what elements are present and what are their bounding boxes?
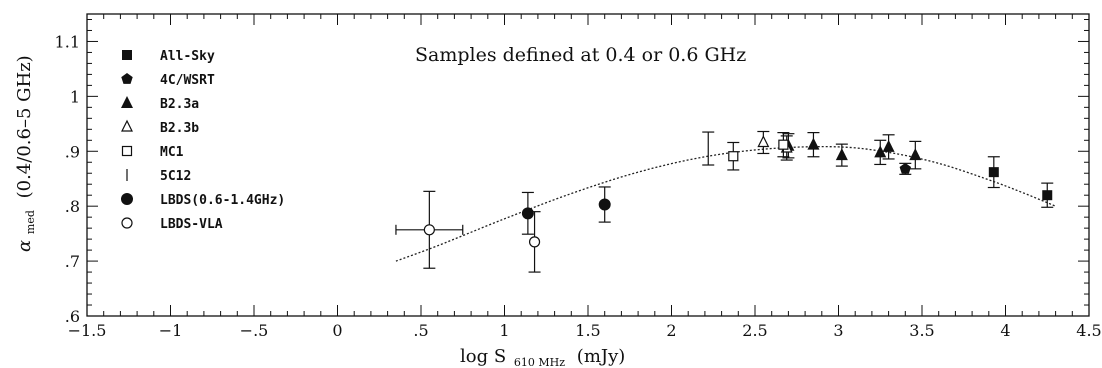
- x-axis-label-main: log S: [460, 346, 506, 367]
- x-tick-label: 3.5: [909, 321, 934, 340]
- legend-marker: [121, 73, 133, 84]
- axis-ticks: −1.5 −1 −.5 0 .5 1 1.5 2 2.5 3 3.5 4 4.5 .6 .7 .8 .9 1 1.1: [55, 14, 1102, 340]
- legend-label: B2.3a: [160, 97, 199, 112]
- data-point: [835, 148, 848, 161]
- legend-marker: [121, 193, 133, 205]
- data-point: [909, 148, 922, 161]
- y-tick-label: .7: [65, 252, 80, 271]
- legend-label: LBDS(0.6-1.4GHz): [160, 193, 285, 208]
- x-tick-label: 1: [499, 321, 509, 340]
- legend-marker: [121, 145, 133, 157]
- legend-marker: [121, 119, 133, 132]
- legend-marker: [121, 96, 133, 108]
- y-tick-label: .9: [65, 142, 80, 161]
- y-axis-label-sub: med: [24, 210, 37, 234]
- x-axis-label-unit: (mJy): [577, 346, 626, 367]
- data-point: [528, 236, 541, 248]
- x-tick-label: −1.5: [68, 321, 107, 340]
- y-axis-label-rest: (0.4/0.6–5 GHz): [14, 55, 35, 198]
- x-tick-label: −.5: [240, 321, 269, 340]
- fit-curve-group: [395, 145, 1056, 262]
- x-tick-label: 2.5: [742, 321, 767, 340]
- legend-label: LBDS-VLA: [160, 217, 223, 232]
- x-axis-label-sub: 610 MHz: [514, 356, 565, 368]
- data-points: [395, 130, 1054, 273]
- x-tick-label: 0: [332, 321, 342, 340]
- legend-marker: [122, 50, 132, 60]
- data-point: [899, 162, 912, 174]
- x-axis-label: log S 610 MHz (mJy): [460, 346, 625, 368]
- y-tick-label: 1.1: [55, 32, 80, 51]
- y-tick-label: .6: [65, 307, 80, 326]
- x-tick-label: 4: [1000, 321, 1010, 340]
- data-point: [874, 145, 887, 158]
- y-tick-label: .8: [65, 197, 80, 216]
- y-axis-label-greek: α: [14, 240, 35, 252]
- data-point: [1042, 190, 1053, 201]
- data-point: [728, 151, 739, 162]
- data-point: [598, 198, 611, 211]
- data-point: [521, 207, 534, 220]
- legend-label: All-Sky: [160, 49, 215, 64]
- legend-label: MC1: [160, 145, 184, 160]
- x-tick-label: .5: [413, 321, 428, 340]
- data-point: [807, 137, 820, 150]
- data-point: [882, 139, 895, 152]
- y-axis-label-group: α med (0.4/0.6–5 GHz): [14, 55, 39, 252]
- data-point: [988, 167, 999, 178]
- x-tick-label: 1.5: [575, 321, 600, 340]
- legend-label: 5C12: [160, 169, 191, 184]
- legend: All-Sky 4C/WSRT B2.3a B2.3b MC1 5C12 LBDS(0.6-…: [121, 49, 285, 232]
- data-point: [778, 139, 789, 150]
- chart-title: Samples defined at 0.4 or 0.6 GHz: [415, 44, 746, 66]
- x-tick-label: 2: [666, 321, 676, 340]
- x-tick-label: 4.5: [1076, 321, 1101, 340]
- x-tick-label: −1: [159, 321, 183, 340]
- legend-marker: [121, 217, 133, 229]
- y-tick-label: 1: [70, 87, 80, 106]
- fit-curve: [395, 145, 1056, 262]
- data-point: [423, 224, 435, 236]
- y-axis-label: α med (0.4/0.6–5 GHz): [14, 55, 39, 252]
- x-tick-label: 3: [833, 321, 843, 340]
- legend-label: B2.3b: [160, 121, 199, 136]
- data-point: [757, 135, 770, 148]
- legend-label: 4C/WSRT: [160, 73, 215, 88]
